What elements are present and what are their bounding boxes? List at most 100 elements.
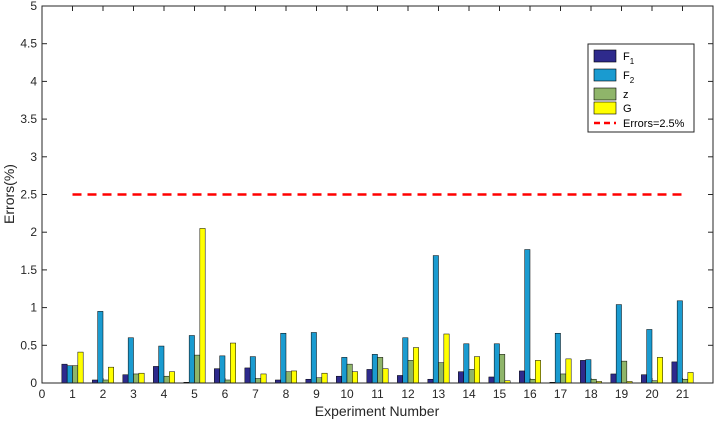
x-tick-label: 7 bbox=[252, 387, 259, 401]
bar-f2-exp-12 bbox=[402, 337, 409, 384]
bar-g-exp-20 bbox=[657, 357, 663, 384]
bar-f2-exp-9 bbox=[310, 332, 317, 384]
bar-f2-exp-18 bbox=[585, 359, 592, 384]
y-tick-label: 1 bbox=[30, 301, 37, 315]
legend-label-f2: F2 bbox=[623, 70, 635, 85]
legend-label-g: G bbox=[623, 103, 632, 115]
bar-z-exp-14 bbox=[468, 369, 475, 384]
bar-f1-exp-11 bbox=[366, 369, 373, 384]
bar-f2-exp-7 bbox=[249, 356, 256, 384]
bar-z-exp-16 bbox=[529, 378, 536, 384]
bar-g-exp-11 bbox=[382, 368, 389, 384]
legend-swatch-g bbox=[593, 101, 617, 115]
x-tick-label: 19 bbox=[615, 387, 629, 401]
bar-f2-exp-1 bbox=[66, 365, 73, 384]
bar-f1-exp-14 bbox=[458, 371, 464, 384]
bar-g-exp-5 bbox=[199, 228, 206, 384]
bar-g-exp-21 bbox=[687, 372, 694, 384]
bar-f2-exp-13 bbox=[432, 255, 439, 384]
legend: F1 F2 z G Errors=2.5% bbox=[587, 43, 695, 133]
bar-f1-exp-6 bbox=[214, 368, 220, 384]
bar-f2-exp-14 bbox=[463, 343, 470, 384]
bar-f1-exp-15 bbox=[488, 376, 495, 384]
y-tick-label: 2.5 bbox=[20, 188, 37, 202]
bar-z-exp-13 bbox=[438, 362, 445, 384]
bar-f1-exp-18 bbox=[580, 360, 586, 384]
x-tick-label: 0 bbox=[39, 387, 46, 401]
bar-f2-exp-10 bbox=[341, 357, 348, 384]
y-tick-label: 3.5 bbox=[20, 112, 37, 126]
y-tick-label: 4.5 bbox=[20, 37, 37, 51]
bar-g-exp-13 bbox=[443, 333, 450, 384]
bar-f2-exp-17 bbox=[554, 332, 561, 384]
legend-label-f1: F1 bbox=[623, 51, 635, 66]
legend-label-z: z bbox=[623, 89, 629, 101]
x-tick-label: 2 bbox=[100, 387, 107, 401]
bar-g-exp-8 bbox=[291, 370, 297, 384]
y-tick-label: 4 bbox=[30, 74, 37, 88]
bar-z-exp-10 bbox=[346, 363, 353, 384]
bar-z-exp-19 bbox=[621, 360, 628, 384]
bar-g-exp-9 bbox=[321, 372, 328, 384]
bar-z-exp-15 bbox=[499, 354, 506, 384]
bar-f1-exp-12 bbox=[397, 375, 403, 384]
bar-f2-exp-5 bbox=[188, 335, 195, 384]
bar-z-exp-7 bbox=[255, 378, 262, 384]
bar-z-exp-21 bbox=[682, 378, 689, 384]
legend-swatch-z bbox=[593, 87, 617, 101]
bar-f1-exp-1 bbox=[61, 363, 68, 384]
bar-f1-exp-3 bbox=[122, 374, 129, 384]
bar-g-exp-2 bbox=[108, 366, 114, 384]
bar-f2-exp-21 bbox=[676, 300, 683, 384]
bar-f1-exp-10 bbox=[336, 375, 342, 384]
x-axis-title: Experiment Number bbox=[315, 403, 440, 419]
x-tick-label: 8 bbox=[283, 387, 290, 401]
x-tick-label: 10 bbox=[340, 387, 354, 401]
bar-z-exp-1 bbox=[72, 365, 79, 384]
bar-f2-exp-11 bbox=[371, 354, 378, 384]
x-tick-label: 20 bbox=[645, 387, 659, 401]
x-tick-layer: 0 1 2 3 4 5 6 7 8 9 10 11 12 13 14 15 16 17 18 19 20 21 bbox=[39, 6, 689, 401]
bar-g-exp-10 bbox=[352, 371, 358, 384]
x-tick-label: 14 bbox=[462, 387, 476, 401]
x-tick-label: 1 bbox=[69, 387, 76, 401]
y-tick-label: 0.5 bbox=[20, 338, 37, 352]
y-tick-label: 2 bbox=[30, 225, 37, 239]
bar-g-exp-14 bbox=[474, 356, 480, 384]
x-tick-label: 13 bbox=[432, 387, 446, 401]
legend-label-reference-line: Errors=2.5% bbox=[623, 118, 685, 130]
bar-z-exp-17 bbox=[560, 373, 567, 384]
bar-g-exp-16 bbox=[535, 360, 541, 384]
y-tick-label: 5 bbox=[30, 0, 37, 13]
bar-g-exp-17 bbox=[565, 358, 572, 384]
bar-f1-exp-21 bbox=[671, 361, 678, 384]
bar-z-exp-18 bbox=[590, 378, 597, 384]
bar-f2-exp-20 bbox=[646, 329, 653, 384]
bar-f1-exp-4 bbox=[153, 366, 159, 384]
bar-f1-exp-20 bbox=[641, 374, 647, 384]
legend-swatch-f1 bbox=[593, 49, 617, 63]
x-tick-label: 15 bbox=[493, 387, 507, 401]
bar-f1-exp-13 bbox=[427, 378, 434, 384]
bar-f2-exp-16 bbox=[524, 249, 531, 384]
x-tick-label: 16 bbox=[523, 387, 537, 401]
bar-g-exp-3 bbox=[138, 372, 145, 384]
bar-f1-exp-9 bbox=[305, 378, 312, 384]
bar-z-exp-8 bbox=[285, 371, 292, 384]
bar-f2-exp-6 bbox=[219, 355, 226, 384]
bar-f1-exp-19 bbox=[610, 373, 617, 384]
x-tick-label: 6 bbox=[222, 387, 229, 401]
bar-g-exp-7 bbox=[260, 373, 267, 384]
bar-f2-exp-8 bbox=[280, 332, 287, 384]
bar-z-exp-11 bbox=[377, 357, 384, 384]
bar-g-exp-1 bbox=[77, 351, 84, 384]
bar-f2-exp-2 bbox=[97, 311, 104, 384]
bar-f2-exp-15 bbox=[493, 343, 500, 384]
y-tick-label: 1.5 bbox=[20, 263, 37, 277]
x-tick-label: 18 bbox=[584, 387, 598, 401]
bars-layer bbox=[61, 228, 694, 384]
x-tick-label: 3 bbox=[130, 387, 137, 401]
bar-z-exp-12 bbox=[407, 360, 414, 384]
bar-f2-exp-3 bbox=[127, 337, 134, 384]
